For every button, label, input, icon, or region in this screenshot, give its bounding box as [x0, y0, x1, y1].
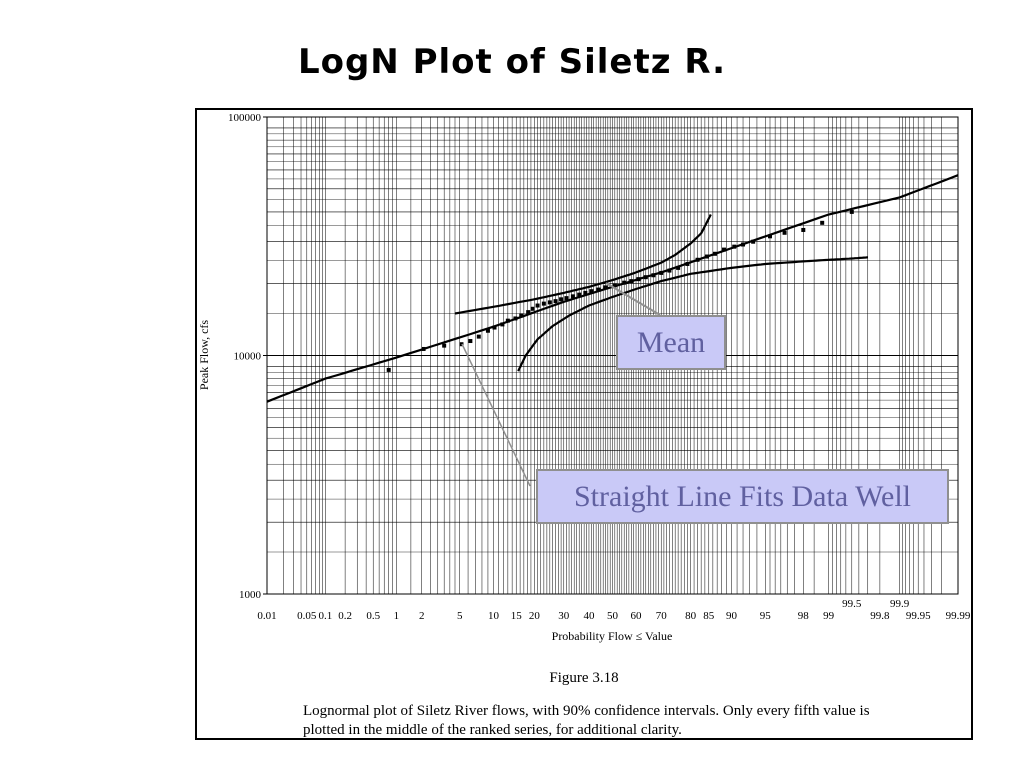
data-point	[519, 313, 524, 318]
data-point	[485, 328, 490, 333]
x-tick-label: 1	[394, 610, 400, 622]
x-tick-label: 90	[726, 610, 738, 622]
data-point	[564, 296, 569, 301]
x-tick-label: 0.5	[366, 610, 380, 622]
data-point	[596, 287, 601, 292]
data-point	[468, 339, 473, 344]
data-point	[782, 230, 787, 235]
x-tick-label: 99.5	[842, 598, 862, 610]
x-tick-label: 70	[656, 610, 668, 622]
data-point	[801, 227, 806, 232]
figure-label: Figure 3.18	[549, 670, 619, 686]
x-tick-label: 99.9	[890, 598, 910, 610]
data-point	[570, 294, 575, 299]
data-point	[676, 265, 681, 270]
data-point	[535, 303, 540, 308]
data-point	[583, 290, 588, 295]
data-point	[559, 297, 564, 302]
x-tick-label: 95	[760, 610, 772, 622]
mean-callout: Mean	[616, 315, 726, 370]
data-point	[577, 292, 582, 297]
data-point	[553, 299, 558, 304]
data-point	[603, 285, 608, 290]
plot-area-border	[266, 116, 959, 595]
x-tick-label: 98	[798, 610, 810, 622]
y-tick-label: 100000	[228, 112, 262, 124]
data-point	[820, 220, 825, 225]
data-point	[386, 367, 391, 372]
x-tick-label: 99.95	[906, 610, 931, 622]
x-tick-label: 5	[457, 610, 463, 622]
x-tick-label: 30	[558, 610, 570, 622]
fit-callout: Straight Line Fits Data Well	[536, 469, 949, 524]
y-axis-label: Peak Flow, cfs	[197, 320, 211, 391]
x-tick-label: 50	[607, 610, 619, 622]
x-tick-label: 10	[488, 610, 500, 622]
x-tick-label: 60	[631, 610, 643, 622]
slide-title: LogN Plot of Siletz R.	[297, 42, 727, 82]
chart-tick-labels: 0.01 0.05 0.1 0.2 0.5 1 2 5 10 15 20 30 40 50 60 70 80 85…	[228, 112, 971, 622]
y-tick-label: 1000	[239, 589, 262, 601]
x-tick-label: 99.8	[870, 610, 890, 622]
confidence-limit-line	[454, 214, 712, 315]
mean-callout-arrow	[605, 282, 661, 316]
x-tick-label: 2	[419, 610, 425, 622]
x-tick-label: 85	[703, 610, 715, 622]
data-point	[547, 300, 552, 305]
x-tick-label: 40	[583, 610, 595, 622]
data-point	[849, 209, 854, 214]
x-axis-label: Probability Flow ≤ Value	[552, 629, 673, 643]
data-point	[492, 325, 497, 330]
data-point	[442, 343, 447, 348]
figure-caption: Lognormal plot of Siletz River flows, wi…	[303, 703, 870, 738]
y-tick-label: 10000	[234, 351, 262, 363]
confidence-limit-line	[517, 256, 868, 372]
data-point	[768, 234, 773, 239]
x-tick-label: 0.2	[338, 610, 352, 622]
x-tick-label: 99	[823, 610, 835, 622]
x-tick-label: 15	[511, 610, 523, 622]
data-point	[541, 301, 546, 306]
x-tick-label: 0.01	[257, 610, 276, 622]
data-point	[526, 310, 531, 315]
x-tick-label: 99.99	[946, 610, 971, 622]
x-tick-label: 20	[529, 610, 541, 622]
data-point	[722, 247, 727, 252]
x-tick-label: 80	[685, 610, 697, 622]
data-point	[530, 306, 535, 311]
data-point	[589, 289, 594, 294]
data-point	[459, 342, 464, 347]
x-tick-label: 0.1	[319, 610, 333, 622]
data-point	[476, 334, 481, 339]
fit-callout-arrow	[461, 343, 531, 487]
x-tick-label: 0.05	[297, 610, 317, 622]
